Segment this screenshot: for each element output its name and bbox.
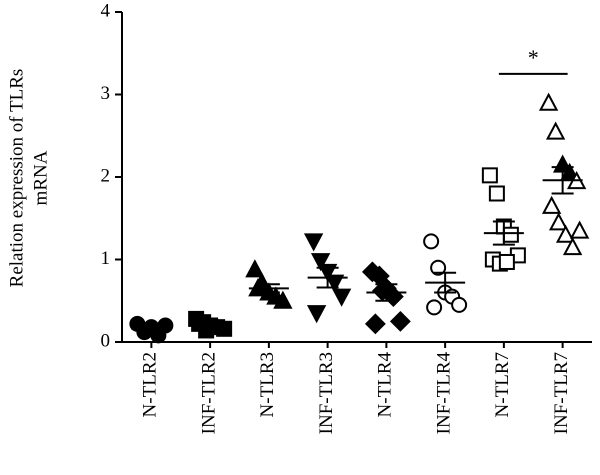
error-bar (199, 322, 222, 329)
x-tick-label: INF-TLR3 (316, 352, 337, 434)
error-bar (375, 283, 398, 302)
point (273, 290, 293, 309)
point (364, 313, 386, 335)
y-tick-label: 2 (101, 165, 111, 186)
x-tick-label: N-TLR4 (375, 352, 396, 418)
error-bar (551, 166, 574, 195)
x-tick-label: INF-TLR2 (198, 352, 219, 434)
x-tick-label: N-TLR3 (257, 352, 278, 417)
point (541, 195, 562, 214)
error-bar (316, 266, 339, 289)
x-tick-label: INF-TLR7 (551, 352, 572, 434)
x-tick-label: INF-TLR4 (433, 352, 454, 435)
point (423, 233, 440, 250)
point (303, 233, 324, 252)
point (389, 310, 411, 332)
point (451, 296, 468, 313)
point (310, 253, 331, 272)
y-axis-label: mRNA (30, 150, 51, 205)
y-tick-label: 3 (101, 83, 111, 104)
error-bar (434, 271, 457, 294)
y-tick-label: 0 (101, 330, 111, 351)
x-tick-label: N-TLR2 (140, 352, 161, 417)
point (331, 288, 352, 307)
point (555, 224, 576, 243)
point (548, 212, 569, 231)
y-tick-label: 4 (101, 0, 111, 21)
point (324, 274, 345, 293)
point (426, 299, 443, 316)
point (245, 259, 265, 278)
y-axis-label: Relation expression of TLRs (6, 69, 27, 288)
point (545, 121, 566, 140)
point (306, 305, 327, 324)
error-bar (492, 220, 515, 246)
point (569, 220, 590, 239)
point (481, 167, 498, 184)
point (538, 92, 559, 111)
y-tick-label: 1 (101, 248, 111, 269)
x-tick-label: N-TLR7 (492, 352, 513, 417)
point (430, 259, 447, 276)
point (562, 237, 583, 256)
error-bar (140, 325, 163, 333)
point (498, 253, 515, 270)
significance-label: * (528, 45, 539, 70)
error-bar (257, 283, 280, 294)
point (488, 185, 505, 202)
point (502, 226, 519, 243)
